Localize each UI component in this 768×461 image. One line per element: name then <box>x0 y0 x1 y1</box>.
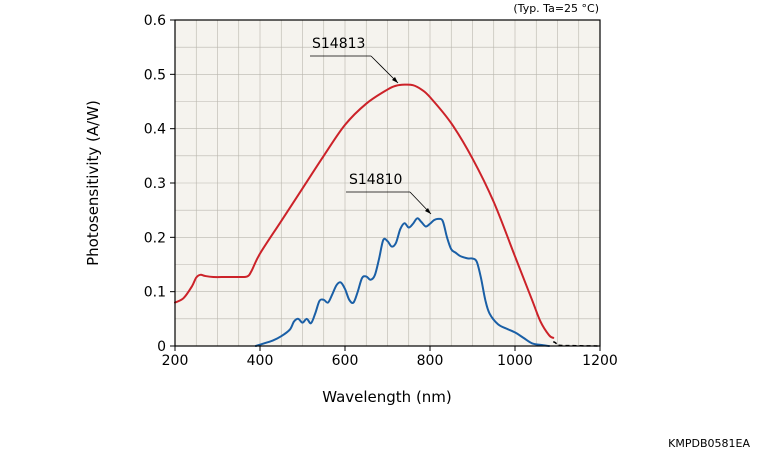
series-label-text-s14810: S14810 <box>349 172 402 188</box>
y-axis-title: Photosensitivity (A/W) <box>84 100 102 266</box>
series-tail-line <box>552 340 601 347</box>
x-tick-label: 600 <box>332 353 359 369</box>
x-tick-label: 1000 <box>497 353 533 369</box>
x-axis-title: Wavelength (nm) <box>322 388 452 406</box>
y-tick-label: 0.5 <box>144 67 166 83</box>
x-axis-ticks: 200 400 600 800 1000 1200 <box>162 346 618 369</box>
y-tick-label: 0.4 <box>144 122 166 138</box>
series-label-text-s14813: S14813 <box>312 36 365 52</box>
y-tick-label: 0.2 <box>144 230 166 246</box>
x-tick-label: 800 <box>417 353 444 369</box>
y-tick-label: 0.6 <box>144 13 166 29</box>
x-tick-label: 200 <box>162 353 189 369</box>
document-code: KMPDB0581EA <box>668 437 750 450</box>
y-axis-ticks: 0 0.1 0.2 0.3 0.4 0.5 0.6 <box>144 13 175 355</box>
series-layer <box>174 83 601 347</box>
x-tick-label: 1200 <box>582 353 618 369</box>
series-label-s14813: S14813 <box>310 36 399 84</box>
note-text: (Typ. Ta=25 °C) <box>513 2 599 15</box>
y-tick-label: 0 <box>157 339 166 355</box>
series-line-s14813 <box>174 83 555 339</box>
y-tick-label: 0.3 <box>144 176 166 192</box>
grid-lines <box>175 20 600 346</box>
x-tick-label: 400 <box>247 353 274 369</box>
series-arrow-head-s14813 <box>392 77 398 83</box>
series-line-s14810 <box>254 217 550 347</box>
series-arrow-head-s14810 <box>425 208 431 214</box>
y-tick-label: 0.1 <box>144 285 166 301</box>
series-label-s14810: S14810 <box>346 172 432 215</box>
